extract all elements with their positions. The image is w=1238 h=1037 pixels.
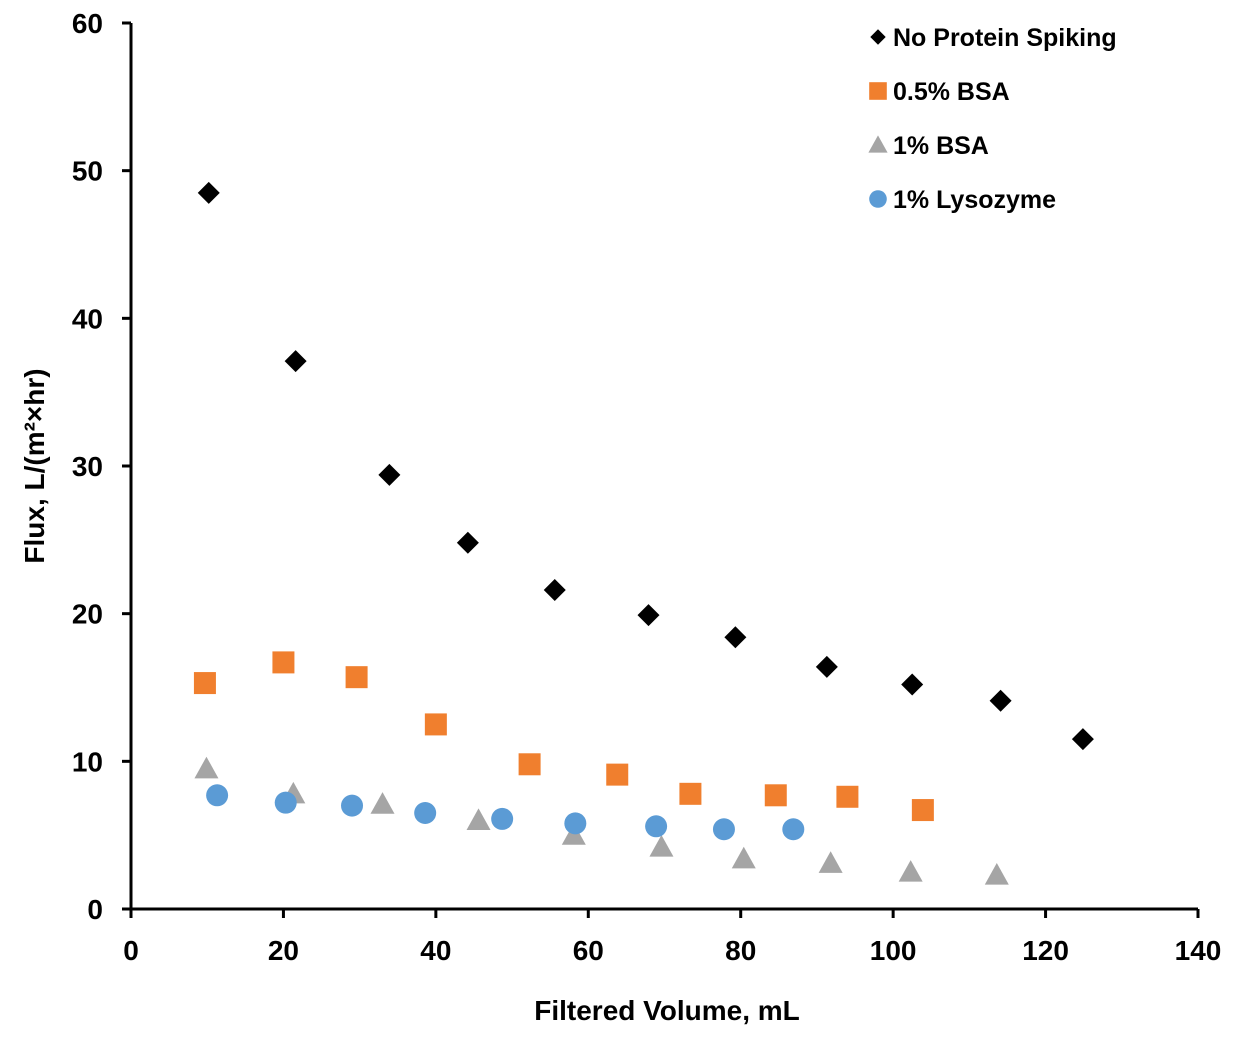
data-point bbox=[815, 655, 838, 678]
data-point bbox=[284, 350, 307, 373]
legend-label: 0.5% BSA bbox=[893, 78, 1010, 106]
data-point bbox=[637, 604, 660, 627]
data-point bbox=[274, 791, 297, 814]
data-point bbox=[679, 782, 702, 805]
x-axis-title: Filtered Volume, mL bbox=[534, 995, 800, 1026]
data-point bbox=[984, 863, 1009, 885]
y-tick-label: 20 bbox=[72, 599, 103, 630]
series-1-bsa bbox=[194, 756, 1009, 885]
x-tick-label: 80 bbox=[725, 935, 756, 966]
data-point bbox=[649, 834, 674, 857]
data-point bbox=[989, 689, 1012, 712]
data-point bbox=[518, 753, 541, 776]
data-point bbox=[898, 860, 923, 882]
data-point bbox=[197, 181, 220, 204]
data-point bbox=[206, 784, 229, 807]
data-point bbox=[606, 763, 629, 786]
legend-label: 1% BSA bbox=[893, 132, 989, 160]
series-no-protein-spiking bbox=[197, 181, 1094, 751]
y-tick-label: 40 bbox=[72, 303, 103, 334]
data-point bbox=[901, 673, 924, 696]
data-point bbox=[370, 792, 395, 814]
data-point bbox=[564, 812, 587, 835]
y-axis-title: Flux, L/(m²×hr) bbox=[19, 368, 50, 563]
legend-item: 0.5% BSA bbox=[869, 78, 1010, 106]
y-tick-label: 30 bbox=[72, 451, 103, 482]
data-point bbox=[378, 463, 401, 486]
data-point bbox=[1071, 728, 1094, 751]
data-point bbox=[911, 799, 934, 822]
legend-marker bbox=[869, 190, 887, 208]
data-point bbox=[818, 851, 843, 873]
x-tick-label: 20 bbox=[268, 935, 299, 966]
x-tick-label: 0 bbox=[123, 935, 139, 966]
data-point bbox=[836, 785, 859, 808]
data-point bbox=[782, 818, 805, 841]
legend: No Protein Spiking 0.5% BSA 1% BSA 1% Lysoz… bbox=[868, 24, 1117, 214]
axes bbox=[129, 23, 1198, 911]
data-point bbox=[341, 794, 364, 817]
y-tick-label: 60 bbox=[72, 8, 103, 39]
legend-marker bbox=[868, 135, 888, 153]
data-point bbox=[731, 846, 756, 869]
x-tick-label: 40 bbox=[420, 935, 451, 966]
legend-marker bbox=[870, 29, 886, 45]
legend-label: 1% Lysozyme bbox=[893, 186, 1056, 214]
data-point bbox=[456, 531, 479, 554]
data-point bbox=[194, 756, 219, 779]
data-point bbox=[491, 807, 514, 830]
x-tick-label: 60 bbox=[573, 935, 604, 966]
data-point bbox=[345, 666, 368, 689]
data-points bbox=[193, 181, 1094, 885]
data-point bbox=[424, 713, 447, 736]
data-point bbox=[724, 626, 747, 649]
data-point bbox=[543, 579, 566, 602]
x-tick-label: 120 bbox=[1022, 935, 1069, 966]
ticks: 0 20 40 60 80 100 120 140 0 10 20 30 40 50 60 bbox=[72, 8, 1222, 966]
y-tick-label: 0 bbox=[87, 894, 103, 925]
data-point bbox=[764, 784, 787, 807]
data-point bbox=[712, 818, 735, 841]
y-tick-label: 50 bbox=[72, 156, 103, 187]
legend-item: 1% Lysozyme bbox=[869, 186, 1056, 214]
legend-marker bbox=[869, 82, 887, 100]
x-tick-label: 100 bbox=[870, 935, 917, 966]
y-tick-label: 10 bbox=[72, 746, 103, 777]
legend-label: No Protein Spiking bbox=[893, 24, 1117, 52]
data-point bbox=[272, 651, 295, 674]
data-point bbox=[466, 808, 491, 830]
series-0-5-bsa bbox=[193, 651, 934, 822]
data-point bbox=[193, 672, 216, 695]
data-point bbox=[645, 815, 668, 838]
data-point bbox=[414, 802, 437, 825]
legend-item: No Protein Spiking bbox=[870, 24, 1117, 52]
x-tick-label: 140 bbox=[1175, 935, 1222, 966]
series-1-lysozyme bbox=[206, 784, 805, 841]
legend-item: 1% BSA bbox=[868, 132, 989, 160]
